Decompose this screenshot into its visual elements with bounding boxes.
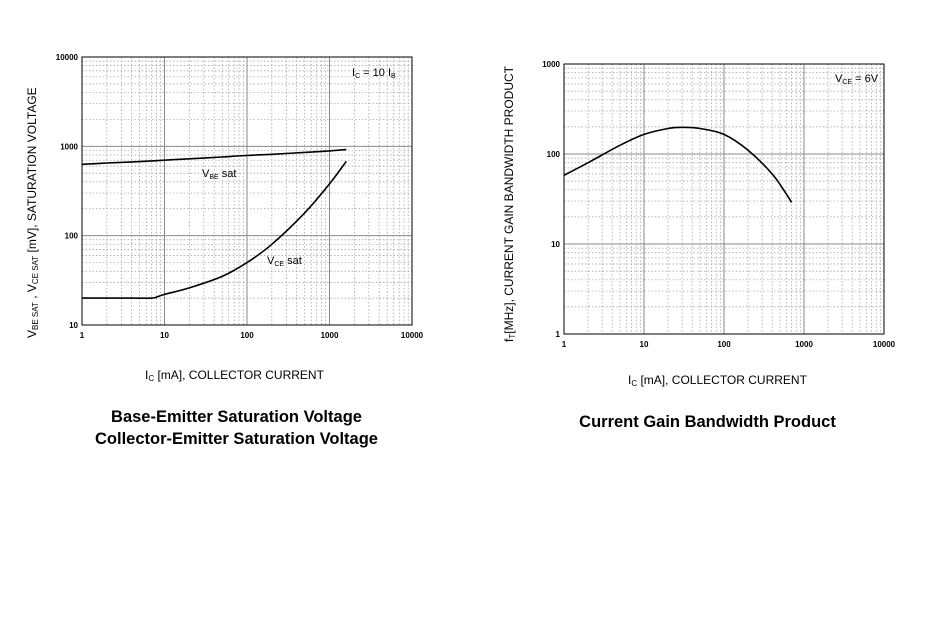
ft-curve [563,126,793,203]
saturation-voltage-panel: 1 10 100 1000 10000 10 100 1000 10000 VBE sat VC… [25,53,424,448]
x-tick-label: 100 [240,331,254,340]
vce-sat-line [81,160,347,299]
y-tick-label: 1000 [60,142,78,151]
vbe-sat-label: VBE sat [202,168,236,181]
x-axis-label: IC [mA], COLLECTOR CURRENT [145,368,325,383]
x-tick-label: 1 [562,340,567,349]
x-tick-label: 10000 [873,340,896,349]
x-tick-label: 10 [640,340,649,349]
y-tick-label: 1 [556,330,561,339]
y-tick-label: 10000 [56,53,79,62]
grid [82,57,412,325]
y-tick-label: 1000 [542,60,560,69]
y-tick-label: 100 [547,150,561,159]
x-tick-label: 1000 [321,331,339,340]
x-tick-label: 1000 [795,340,813,349]
x-axis-label: IC [mA], COLLECTOR CURRENT [628,373,808,388]
x-tick-label: 10 [160,331,169,340]
x-tick-label: 100 [717,340,731,349]
test-condition-label: IC = 10 IB [352,67,396,80]
chart-caption-line-2: Collector-Emitter Saturation Voltage [95,430,378,448]
plot-frame [81,56,413,326]
plot-frame [563,63,885,335]
vce-sat-label: VCE sat [267,255,302,268]
grid [564,64,884,334]
chart-caption-line-1: Base-Emitter Saturation Voltage [111,408,362,426]
x-tick-label: 1 [80,331,85,340]
x-tick-label: 10000 [401,331,424,340]
y-tick-label: 10 [69,321,78,330]
y-tick-label: 100 [65,232,79,241]
vbe-sat-line [81,148,347,166]
y-axis-label: VBE SAT , VCE SAT [mV], SATURATION VOLTA… [25,87,40,338]
y-axis-label: fT[MHz], CURRENT GAIN BANDWIDTH PRODUCT [502,65,517,342]
test-condition-label: VCE = 6V [835,73,879,86]
chart-caption: Current Gain Bandwidth Product [579,413,836,431]
tick-labels: 1 10 100 1000 10000 1 10 100 1000 [542,60,895,349]
bandwidth-chart: 1 10 100 1000 10000 1 10 100 1000 VCE = 6V IC [m… [502,60,896,388]
y-tick-label: 10 [551,240,560,249]
bandwidth-panel: 1 10 100 1000 10000 1 10 100 1000 VCE = 6V IC [m… [473,0,946,630]
